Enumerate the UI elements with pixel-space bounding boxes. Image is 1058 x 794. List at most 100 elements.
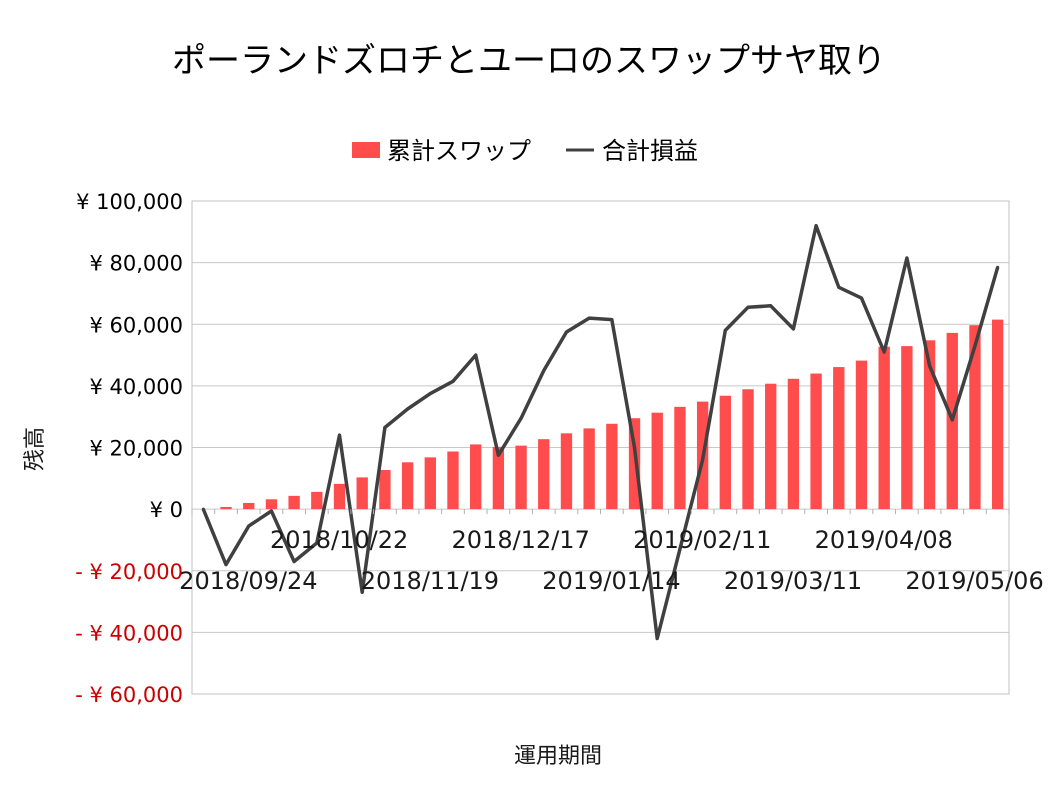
swap-bar bbox=[492, 446, 505, 510]
y-tick-label: - ¥ 40,000 bbox=[75, 621, 183, 645]
pl-point bbox=[383, 425, 387, 429]
y-tick-label: ¥ 20,000 bbox=[89, 437, 183, 461]
pl-point bbox=[950, 418, 954, 422]
y-tick-label: ¥ 0 bbox=[150, 498, 183, 522]
x-tick-label: 2019/03/11 bbox=[724, 567, 862, 595]
swap-bar bbox=[243, 502, 255, 510]
swap-bar bbox=[560, 433, 573, 510]
swap-bar bbox=[923, 340, 936, 510]
pl-point bbox=[519, 416, 523, 420]
pl-line bbox=[201, 223, 1000, 641]
swap-bar bbox=[719, 395, 731, 510]
legend-swatch-swap bbox=[352, 142, 380, 158]
y-tick-label: ¥ 40,000 bbox=[89, 375, 183, 399]
swap-bar bbox=[765, 383, 777, 510]
pl-point bbox=[564, 330, 568, 334]
y-tick-label: ¥ 80,000 bbox=[89, 252, 183, 276]
pl-point bbox=[973, 344, 977, 348]
pl-point bbox=[655, 637, 659, 641]
swap-bar bbox=[311, 491, 323, 510]
pl-point bbox=[201, 507, 205, 511]
pl-point bbox=[451, 379, 455, 383]
swap-bar bbox=[833, 367, 845, 510]
x-tick-label: 2018/09/24 bbox=[179, 567, 317, 595]
pl-point bbox=[542, 368, 546, 372]
x-axis-ticks: 2018/09/24 2018/10/22 2018/11/19 2018/12/17… bbox=[179, 509, 1044, 595]
swap-bar bbox=[583, 428, 595, 510]
pl-point bbox=[610, 318, 614, 322]
x-tick-label: 2018/12/17 bbox=[452, 526, 590, 554]
swap-bar bbox=[742, 389, 754, 510]
swap-bar bbox=[651, 412, 663, 510]
y-tick-label: - ¥ 20,000 bbox=[75, 560, 183, 584]
pl-point bbox=[338, 433, 342, 437]
swap-bar bbox=[810, 373, 822, 510]
y-tick-label: ¥ 60,000 bbox=[89, 313, 183, 337]
plot-area-border bbox=[191, 200, 1010, 695]
swap-bar bbox=[787, 378, 800, 510]
swap-bar bbox=[424, 457, 436, 510]
swap-bar bbox=[674, 406, 686, 510]
swap-bar bbox=[470, 444, 482, 510]
pl-point bbox=[587, 316, 591, 320]
swap-bar bbox=[538, 439, 550, 510]
swap-bar bbox=[220, 506, 232, 510]
swap-bar bbox=[878, 346, 890, 510]
legend-label-swap: 累計スワップ bbox=[387, 137, 531, 165]
pl-point bbox=[746, 305, 750, 309]
pl-point bbox=[905, 256, 909, 260]
x-tick-label: 2019/04/08 bbox=[815, 526, 953, 554]
y-tick-label: ¥ 100,000 bbox=[76, 190, 183, 214]
swap-bar bbox=[515, 445, 527, 510]
x-tick-label: 2019/01/14 bbox=[542, 567, 680, 595]
pl-line-layer bbox=[201, 223, 1000, 641]
legend-label-pl: 合計損益 bbox=[602, 137, 698, 165]
swap-bar bbox=[447, 451, 459, 510]
pl-point bbox=[723, 328, 727, 332]
pl-point bbox=[678, 547, 682, 551]
pl-point bbox=[247, 524, 251, 528]
pl-point bbox=[791, 327, 795, 331]
swap-bar bbox=[606, 423, 618, 510]
pl-point bbox=[269, 509, 273, 513]
chart-title: ポーランドズロチとユーロのスワップサヤ取り bbox=[172, 41, 886, 81]
y-axis-title: 残高 bbox=[23, 427, 48, 471]
pl-point bbox=[406, 407, 410, 411]
pl-point bbox=[996, 265, 1000, 269]
x-axis-title: 運用期間 bbox=[514, 744, 602, 769]
swap-bar bbox=[901, 346, 913, 510]
swap-bar bbox=[333, 483, 346, 510]
pl-point bbox=[769, 304, 773, 308]
pl-point bbox=[882, 350, 886, 354]
pl-point bbox=[837, 285, 841, 289]
pl-point bbox=[859, 296, 863, 300]
y-axis-ticks: ¥ 100,000 ¥ 80,000 ¥ 60,000 ¥ 40,000 ¥ 20,00… bbox=[75, 190, 183, 707]
x-tick-label: 2019/02/11 bbox=[633, 526, 771, 554]
swap-bar bbox=[969, 325, 981, 510]
pl-point bbox=[496, 453, 500, 457]
x-tick-label: 2019/05/06 bbox=[905, 567, 1043, 595]
swap-bar bbox=[628, 418, 641, 510]
pl-point bbox=[701, 458, 705, 462]
swap-bar bbox=[379, 469, 391, 510]
pl-point bbox=[428, 392, 432, 396]
swap-bar bbox=[288, 495, 300, 510]
pl-point bbox=[315, 541, 319, 545]
pl-point bbox=[814, 224, 818, 228]
pl-point bbox=[633, 446, 637, 449]
swap-bar bbox=[401, 462, 414, 510]
legend: 累計スワップ 合計損益 bbox=[352, 137, 698, 165]
pl-point bbox=[292, 560, 296, 564]
swap-bar bbox=[991, 319, 1004, 510]
pl-point bbox=[474, 353, 478, 357]
x-tick-label: 2018/10/22 bbox=[270, 526, 408, 554]
pl-point bbox=[224, 563, 228, 567]
swap-bar bbox=[356, 477, 368, 510]
pl-point bbox=[928, 364, 932, 368]
y-tick-label: - ¥ 60,000 bbox=[75, 683, 183, 707]
x-tick-label: 2018/11/19 bbox=[361, 567, 499, 595]
swap-bar bbox=[265, 499, 278, 510]
pl-point bbox=[360, 590, 364, 594]
swap-bar bbox=[855, 360, 868, 510]
